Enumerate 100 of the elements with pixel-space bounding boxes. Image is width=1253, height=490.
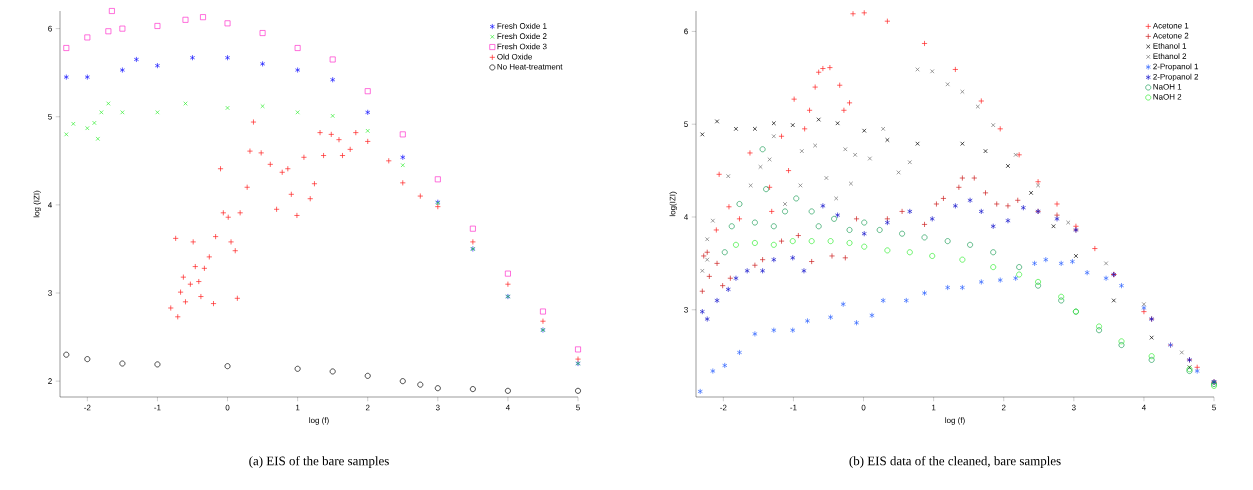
point (469, 238, 476, 245)
point (1058, 297, 1065, 304)
point (364, 372, 371, 379)
point (846, 240, 853, 246)
point (921, 40, 928, 47)
point (944, 238, 951, 245)
point (697, 388, 703, 395)
point (1118, 342, 1125, 348)
point (971, 175, 978, 181)
point (1140, 308, 1147, 315)
point (217, 165, 224, 172)
point (836, 82, 843, 89)
point (434, 203, 441, 210)
point (210, 300, 217, 307)
point (172, 235, 179, 242)
point (829, 253, 835, 259)
point (1035, 279, 1042, 285)
point (225, 105, 230, 111)
point (759, 256, 766, 263)
point (726, 203, 732, 210)
point (469, 386, 476, 393)
point (1016, 264, 1023, 271)
point (827, 238, 834, 245)
point (260, 103, 265, 109)
point (940, 195, 947, 202)
point (991, 122, 996, 128)
point (880, 126, 886, 132)
text: (a) EIS of the bare samples (249, 456, 389, 468)
point (997, 125, 1004, 132)
point (352, 129, 359, 136)
point (1069, 258, 1076, 265)
point (174, 313, 181, 320)
point (808, 258, 815, 265)
point (812, 143, 818, 148)
point (967, 241, 974, 248)
point (700, 132, 705, 137)
point (795, 232, 802, 239)
point (771, 327, 777, 334)
point (295, 67, 301, 73)
point (1179, 350, 1184, 355)
point (504, 281, 511, 288)
point (1051, 224, 1056, 229)
point (328, 131, 335, 138)
point (704, 249, 711, 256)
point (1149, 335, 1154, 340)
point (751, 219, 758, 226)
point (295, 110, 300, 115)
point (861, 219, 868, 226)
point (885, 137, 890, 143)
point (903, 297, 909, 304)
point (197, 293, 204, 300)
point (329, 368, 336, 375)
point (747, 150, 753, 156)
point (133, 56, 139, 63)
point (770, 223, 777, 230)
point (294, 45, 301, 51)
point (759, 146, 766, 153)
point (884, 247, 891, 254)
point (329, 56, 336, 63)
point (806, 107, 813, 114)
point (812, 84, 819, 91)
point (288, 191, 295, 198)
point (182, 298, 189, 305)
point (177, 289, 184, 296)
point (884, 18, 891, 25)
point (861, 243, 868, 250)
point (819, 65, 826, 72)
point (850, 10, 856, 17)
point (417, 381, 424, 388)
point (801, 267, 807, 274)
point (1103, 261, 1109, 266)
point (317, 129, 323, 136)
point (307, 195, 314, 202)
point (861, 9, 868, 16)
point (752, 330, 758, 337)
point (733, 241, 739, 248)
point (815, 223, 822, 230)
point (1028, 190, 1034, 196)
point (1073, 253, 1079, 259)
point (1194, 368, 1200, 374)
point (84, 356, 91, 363)
point (978, 208, 984, 215)
point (1054, 201, 1060, 207)
point (575, 346, 581, 353)
point (699, 308, 705, 315)
point (778, 238, 785, 245)
point (259, 60, 266, 67)
point (284, 165, 291, 172)
point (967, 197, 973, 204)
point (200, 14, 206, 21)
point (247, 148, 253, 155)
point (1141, 304, 1147, 311)
point (975, 104, 980, 109)
point (417, 193, 424, 200)
point (182, 16, 189, 23)
point (434, 176, 441, 183)
point (1141, 302, 1147, 307)
point (540, 308, 546, 315)
point (399, 131, 406, 138)
point (846, 227, 853, 233)
